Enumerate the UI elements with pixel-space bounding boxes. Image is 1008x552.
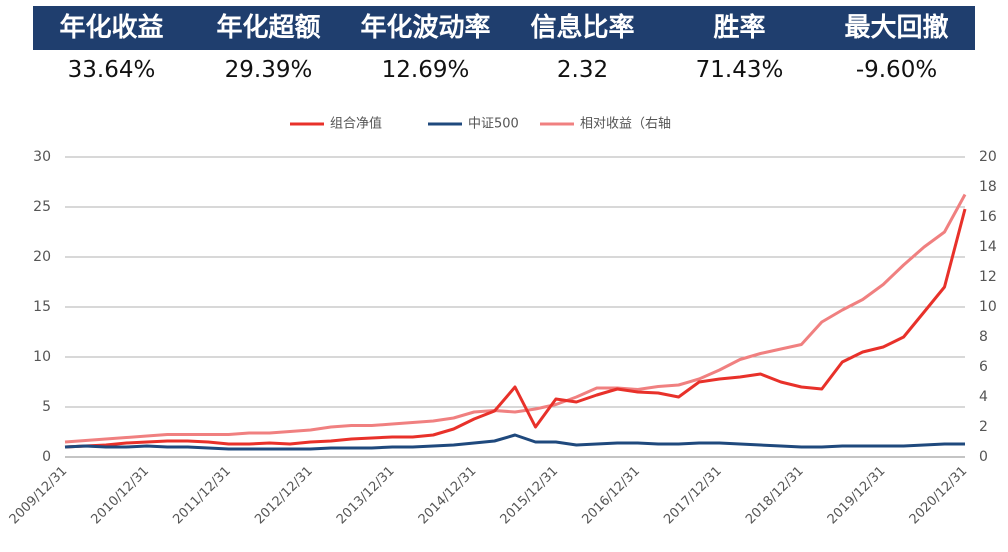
series-line: [64, 433, 965, 451]
y-tick-label: 5: [42, 399, 51, 415]
x-tick-label: 2017/12/31: [661, 464, 725, 528]
x-tick-label: 2013/12/31: [334, 464, 398, 528]
y-tick-label: 15: [33, 299, 51, 315]
stat-value: 12.69%: [381, 57, 470, 83]
y-tick-label: 20: [33, 249, 51, 265]
y2-tick-label: 14: [979, 239, 997, 255]
x-tick-label: 2009/12/31: [7, 464, 71, 528]
y2-tick-label: 4: [979, 389, 988, 405]
stat-header: 信息比率: [504, 6, 661, 50]
x-tick-label: 2016/12/31: [579, 464, 643, 528]
x-tick-label: 2015/12/31: [498, 464, 562, 528]
stat-header: 年化超额: [190, 6, 347, 50]
x-tick-label: 2012/12/31: [252, 464, 316, 528]
series-line: [64, 193, 967, 444]
y-tick-label: 0: [42, 449, 51, 465]
y2-tick-label: 0: [979, 449, 988, 465]
stats-table: 年化收益 年化超额 年化波动率 信息比率 胜率 最大回撤 33.64% 29.39% 12.69…: [33, 6, 975, 90]
y2-tick-label: 10: [979, 299, 997, 315]
y2-tick-label: 6: [979, 359, 988, 375]
x-tick-label: 2020/12/31: [907, 464, 971, 528]
y2-tick-label: 12: [979, 269, 997, 285]
stat-value: 33.64%: [67, 57, 156, 83]
stat-header: 最大回撤: [818, 6, 975, 50]
y-tick-label: 25: [33, 199, 51, 215]
y2-tick-label: 2: [979, 419, 988, 435]
x-tick-label: 2011/12/31: [170, 464, 234, 528]
y-tick-label: 30: [33, 149, 51, 165]
legend-label: 相对收益（右轴: [580, 117, 671, 132]
stat-header: 年化收益: [33, 6, 190, 50]
series-line: [64, 208, 967, 449]
stat-value: 29.39%: [224, 57, 313, 83]
x-tick-label: 2019/12/31: [825, 464, 889, 528]
y2-tick-label: 8: [979, 329, 988, 345]
stat-header: 胜率: [661, 6, 818, 50]
y2-tick-label: 16: [979, 209, 997, 225]
y2-tick-label: 18: [979, 179, 997, 195]
stat-header: 年化波动率: [347, 6, 504, 50]
stat-value: -9.60%: [855, 57, 938, 83]
legend-label: 组合净值: [330, 116, 382, 132]
x-tick-label: 2018/12/31: [743, 464, 807, 528]
y2-tick-label: 20: [979, 149, 997, 165]
x-tick-label: 2010/12/31: [89, 464, 153, 528]
stat-value: 2.32: [556, 57, 609, 83]
y-tick-label: 10: [33, 349, 51, 365]
x-tick-label: 2014/12/31: [416, 464, 480, 528]
stat-value: 71.43%: [695, 57, 784, 83]
legend-label: 中证500: [468, 117, 519, 132]
